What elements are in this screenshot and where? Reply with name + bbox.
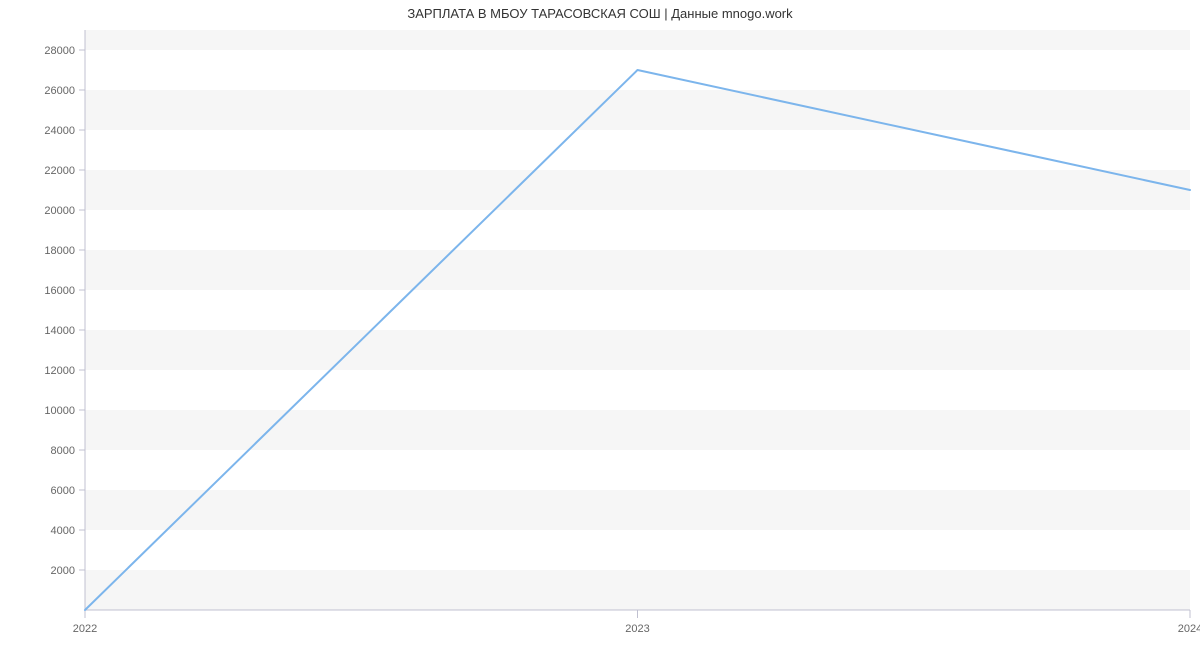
x-tick-label: 2023 xyxy=(625,623,649,635)
chart-grid-band xyxy=(85,370,1190,410)
y-tick-label: 10000 xyxy=(44,405,75,417)
y-tick-label: 20000 xyxy=(44,205,75,217)
chart-grid-band xyxy=(85,30,1190,50)
chart-title: ЗАРПЛАТА В МБОУ ТАРАСОВСКАЯ СОШ | Данные… xyxy=(0,6,1200,21)
y-tick-label: 22000 xyxy=(44,165,75,177)
y-tick-label: 12000 xyxy=(44,365,75,377)
y-tick-label: 4000 xyxy=(51,525,75,537)
chart-grid-band xyxy=(85,90,1190,130)
y-tick-label: 28000 xyxy=(44,45,75,57)
chart-grid-band xyxy=(85,290,1190,330)
chart-grid-band xyxy=(85,490,1190,530)
y-tick-label: 8000 xyxy=(51,445,75,457)
chart-grid-band xyxy=(85,210,1190,250)
y-tick-label: 2000 xyxy=(51,565,75,577)
y-tick-label: 14000 xyxy=(44,325,75,337)
chart-grid-band xyxy=(85,250,1190,290)
chart-grid-band xyxy=(85,410,1190,450)
chart-grid-band xyxy=(85,330,1190,370)
y-tick-label: 6000 xyxy=(51,485,75,497)
chart-svg: 2000 4000 6000 8000 10000 12000 14000 16000 1800… xyxy=(0,0,1200,650)
x-tick-label: 2024 xyxy=(1178,623,1200,635)
y-tick-label: 16000 xyxy=(44,285,75,297)
y-tick-label: 18000 xyxy=(44,245,75,257)
y-tick-label: 26000 xyxy=(44,85,75,97)
salary-line-chart: ЗАРПЛАТА В МБОУ ТАРАСОВСКАЯ СОШ | Данные… xyxy=(0,0,1200,650)
x-tick-label: 2022 xyxy=(73,623,97,635)
chart-grid-band xyxy=(85,570,1190,610)
chart-grid-band xyxy=(85,170,1190,210)
chart-grid-band xyxy=(85,530,1190,570)
chart-grid-band xyxy=(85,450,1190,490)
chart-grid-band xyxy=(85,130,1190,170)
y-tick-label: 24000 xyxy=(44,125,75,137)
